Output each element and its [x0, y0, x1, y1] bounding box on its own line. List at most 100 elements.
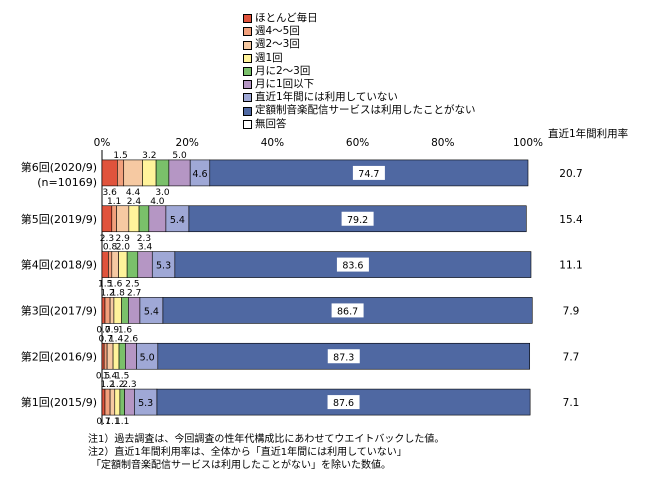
- bar-segment: [101, 159, 118, 187]
- legend-swatch: [243, 14, 252, 24]
- value-label: 1.4: [103, 371, 118, 381]
- bar-segment: [101, 205, 113, 233]
- value-label: 3.2: [142, 151, 156, 161]
- value-label: 0.7: [96, 325, 110, 335]
- bar-segment: [104, 297, 111, 324]
- legend-item: 定額制音楽配信サービスは利用したことがない: [243, 104, 476, 117]
- x-tick-label: 20%: [176, 137, 199, 149]
- bar-segment: [118, 251, 128, 278]
- bar-segment: [137, 251, 153, 278]
- bar-segment: [111, 251, 119, 278]
- value-label: 1.4: [109, 334, 124, 344]
- legend-swatch: [243, 66, 252, 76]
- value-label: 2.9: [115, 234, 130, 244]
- value-label-box: [331, 303, 364, 318]
- category-label: 第1回(2015/9): [21, 395, 97, 409]
- legend-swatch: [243, 93, 252, 103]
- rate-value: 7.7: [563, 351, 580, 363]
- value-label: 5.4: [144, 306, 159, 317]
- category-label: 第4回(2018/9): [21, 258, 97, 272]
- value-label: 1.2: [110, 380, 124, 390]
- legend-label: 直近1年間には利用していない: [255, 91, 398, 104]
- value-label: 4.0: [150, 197, 165, 207]
- x-tick-label: 60%: [346, 137, 369, 149]
- value-label: 2.7: [127, 288, 141, 298]
- bar-segment: [106, 342, 114, 370]
- rate-value: 15.4: [559, 214, 583, 226]
- value-label: 1.6: [108, 280, 123, 290]
- bar-segment: [109, 297, 115, 324]
- legend-label: 定額制音楽配信サービスは利用したことがない: [255, 104, 476, 117]
- value-label: 1.1: [107, 197, 121, 207]
- bar-segment: [101, 342, 105, 370]
- bar-segment: [103, 342, 108, 370]
- bar-segment: [118, 342, 126, 370]
- note-3: 「定額制音楽配信サービスは利用したことがない」を除いた数値。: [91, 460, 391, 471]
- rate-column-header: 直近1年間利用率: [548, 128, 629, 140]
- value-label: 0.9: [105, 325, 120, 335]
- bar-segment: [119, 388, 125, 416]
- value-label: 5.0: [140, 352, 155, 363]
- value-label: 1.5: [115, 371, 129, 381]
- bar-segment: [117, 159, 125, 187]
- legend-item: 月に2～3回: [243, 65, 476, 78]
- legend-swatch: [243, 80, 252, 90]
- legend-item: 週1回: [243, 52, 476, 65]
- legend-item: 無回答: [243, 118, 476, 131]
- legend-item: ほとんど毎日: [243, 12, 476, 25]
- value-label: 5.3: [156, 261, 171, 272]
- legend-label: 月に1回以下: [255, 78, 315, 91]
- note-2: 注2）直近1年間利用率は、全体から「直近1年間には利用していない」: [88, 447, 407, 458]
- value-label: 74.7: [358, 169, 379, 180]
- value-label: 2.3: [122, 380, 136, 390]
- value-label: 2.3: [100, 234, 114, 244]
- value-label: 1.8: [111, 288, 126, 298]
- legend-item: 週2～3回: [243, 38, 476, 51]
- value-label: 0.8: [103, 243, 118, 253]
- legend-swatch: [243, 27, 252, 37]
- rate-value: 11.1: [559, 260, 582, 272]
- bar-segment: [128, 205, 140, 233]
- notes: 注1）過去調査は、今回調査の性年代構成比にあわせてウエイトバックした値。 注2）…: [88, 433, 444, 472]
- category-label: (n=10169): [37, 176, 97, 189]
- legend-swatch: [243, 119, 252, 129]
- bar-segment: [101, 388, 106, 416]
- bar-segment: [138, 205, 150, 233]
- legend-label: 週1回: [255, 51, 283, 64]
- bar-segment: [125, 342, 137, 370]
- category-label: 第6回(2020/9): [21, 160, 97, 174]
- value-label: 2.0: [116, 243, 131, 253]
- value-label-box: [341, 211, 374, 226]
- value-label-box: [327, 395, 360, 410]
- value-label: 3.4: [138, 243, 153, 253]
- bar-segment: [116, 205, 130, 233]
- bar-segment: [113, 297, 122, 324]
- rate-value: 7.9: [563, 305, 580, 317]
- bar-segment: [111, 205, 117, 233]
- category-label: 第5回(2019/9): [21, 212, 97, 226]
- legend-item: 週4～5回: [243, 25, 476, 38]
- x-tick-label: 100%: [513, 137, 543, 149]
- bar-segment: [112, 342, 120, 370]
- bar-segment: [128, 297, 141, 324]
- legend-swatch: [243, 40, 252, 50]
- value-label: 0.5: [96, 371, 110, 381]
- legend-swatch: [243, 53, 252, 63]
- bar-segment: [109, 388, 116, 416]
- value-label-box: [352, 165, 385, 180]
- legend-label: 週2～3回: [255, 38, 300, 51]
- value-label: 3.6: [103, 188, 118, 198]
- value-label: 87.6: [333, 398, 354, 409]
- category-label: 第2回(2016/9): [21, 349, 97, 363]
- value-label: 87.3: [333, 352, 354, 363]
- value-label: 1.5: [98, 280, 112, 290]
- value-label: 4.4: [126, 188, 141, 198]
- value-label: 0.7: [96, 417, 110, 427]
- value-label: 5.4: [170, 215, 185, 226]
- bar-segment: [148, 205, 167, 233]
- value-label: 1.1: [105, 417, 119, 427]
- bar-segment: [155, 159, 170, 187]
- bar-segment: [104, 388, 111, 416]
- legend-label: 月に2～3回: [255, 64, 311, 77]
